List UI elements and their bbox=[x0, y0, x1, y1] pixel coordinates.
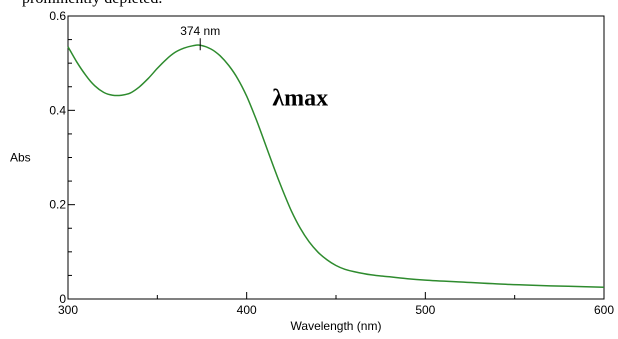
chart-annotations: 374 nm λmax bbox=[180, 24, 328, 111]
page-top-text: prominently depleted. bbox=[22, 0, 162, 8]
absorbance-series-line bbox=[67, 44, 605, 288]
lambda-max-label: λmax bbox=[272, 86, 328, 112]
y-tick-label: 0 bbox=[59, 292, 66, 306]
axis-tick-labels: 300 400 500 600 0 0.2 0.4 0.6 bbox=[49, 9, 614, 317]
peak-wavelength-label: 374 nm bbox=[180, 24, 220, 38]
x-tick-label: 400 bbox=[237, 303, 257, 317]
x-tick-label: 500 bbox=[415, 303, 435, 317]
plot-frame bbox=[67, 15, 605, 300]
x-tick-label: 300 bbox=[58, 303, 78, 317]
y-tick-label: 0.4 bbox=[49, 103, 66, 117]
y-tick-label: 0.6 bbox=[49, 9, 66, 23]
axis-ticks bbox=[67, 15, 605, 300]
y-tick-label: 0.2 bbox=[49, 198, 66, 212]
x-axis-label: Wavelength (nm) bbox=[291, 319, 382, 333]
x-tick-label: 600 bbox=[594, 303, 614, 317]
y-axis-label: Abs bbox=[10, 151, 31, 165]
